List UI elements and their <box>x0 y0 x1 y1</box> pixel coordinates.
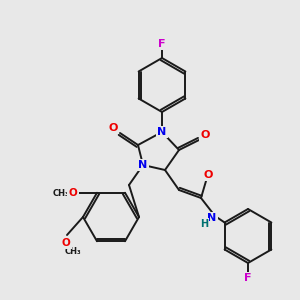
Text: O: O <box>108 123 118 133</box>
Text: N: N <box>138 160 148 170</box>
Text: O: O <box>200 130 210 140</box>
Text: CH₃: CH₃ <box>53 189 69 198</box>
Text: F: F <box>158 39 166 49</box>
Text: H: H <box>200 219 208 229</box>
Text: O: O <box>69 188 77 198</box>
Text: N: N <box>207 213 217 223</box>
Text: O: O <box>203 170 213 180</box>
Text: N: N <box>158 127 166 137</box>
Text: O: O <box>61 238 70 248</box>
Text: CH₃: CH₃ <box>65 248 81 256</box>
Text: F: F <box>244 273 252 283</box>
